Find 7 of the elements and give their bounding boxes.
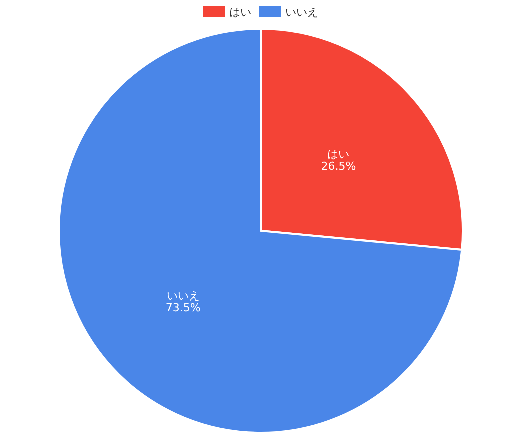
legend-label: はい — [230, 6, 252, 19]
slice-label: はい — [328, 148, 350, 162]
data-label: 26.5% — [321, 160, 356, 174]
data-label: 73.5% — [166, 302, 201, 315]
pie-slice — [58, 28, 464, 434]
legend-label: いいえ — [286, 6, 318, 19]
slice-label: いいえ — [166, 289, 200, 302]
